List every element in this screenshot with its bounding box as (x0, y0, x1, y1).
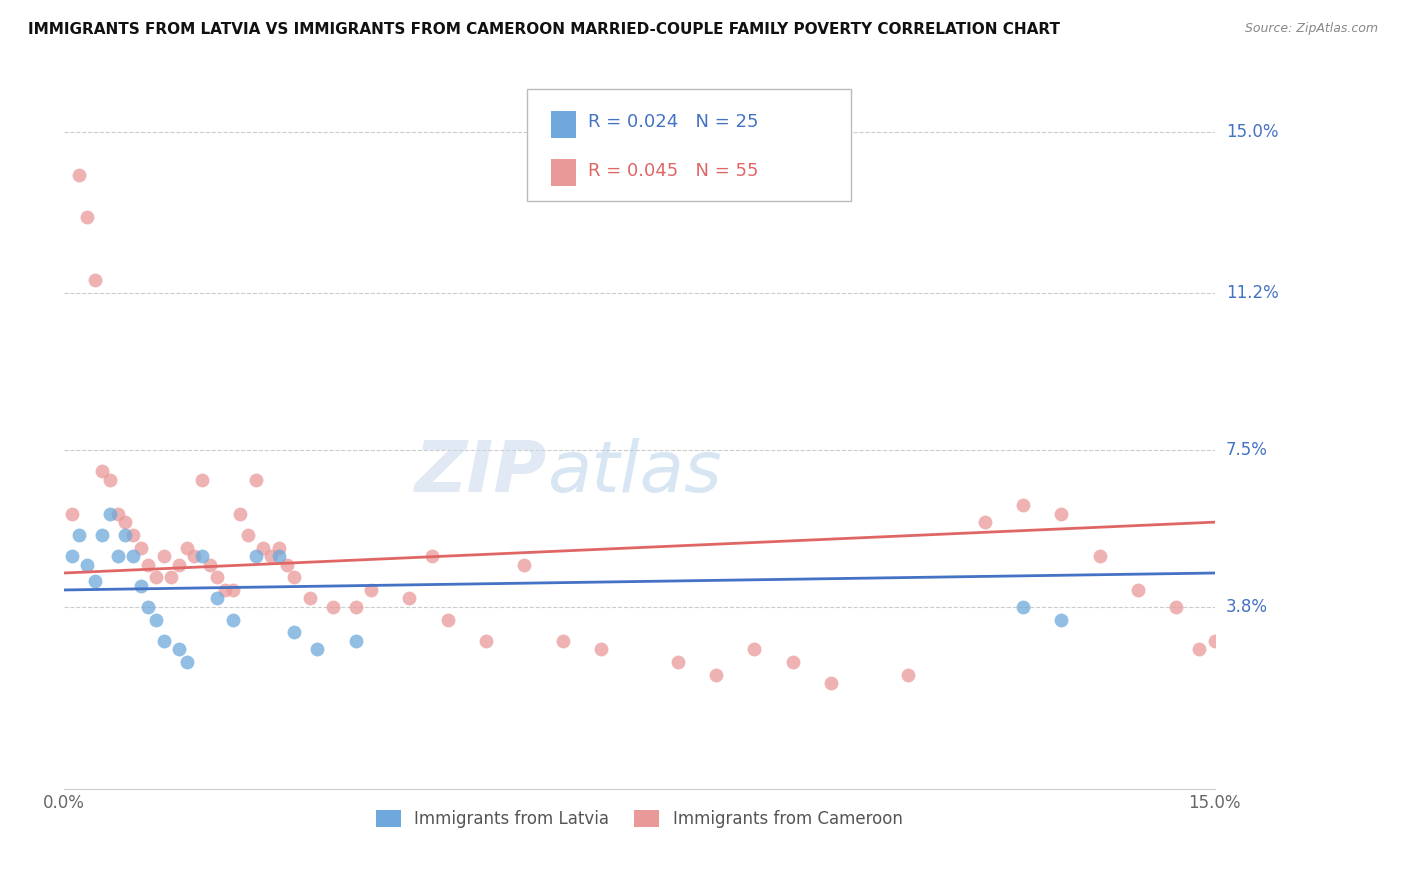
Point (176, 541, 198, 555)
Point (782, 655, 804, 669)
Point (283, 570, 305, 584)
Point (820, 676, 842, 690)
Point (176, 655, 198, 669)
Point (138, 558, 160, 572)
Point (91, 528, 114, 542)
Point (98, 473, 121, 487)
Point (513, 558, 536, 572)
Point (122, 549, 145, 563)
Text: 3.8%: 3.8% (1226, 598, 1268, 615)
Point (222, 613, 245, 627)
Point (83, 574, 105, 589)
Point (167, 642, 190, 657)
Point (245, 473, 267, 487)
Point (145, 613, 167, 627)
Point (344, 599, 367, 614)
Point (475, 633, 498, 648)
Point (207, 570, 229, 584)
Text: ZIP: ZIP (415, 438, 547, 507)
Point (420, 549, 443, 563)
Point (67, 168, 90, 182)
Point (236, 528, 259, 542)
Point (160, 570, 183, 584)
Point (122, 528, 145, 542)
Point (114, 515, 136, 529)
Text: R = 0.024   N = 25: R = 0.024 N = 25 (588, 113, 758, 131)
Point (229, 507, 252, 521)
Text: 15.0%: 15.0% (1226, 123, 1278, 141)
Point (91, 464, 114, 478)
Point (245, 549, 267, 563)
Point (107, 549, 129, 563)
Point (973, 515, 995, 529)
Point (152, 549, 174, 563)
Point (267, 541, 290, 555)
Point (129, 579, 152, 593)
Point (67, 528, 90, 542)
Point (145, 570, 167, 584)
Text: IMMIGRANTS FROM LATVIA VS IMMIGRANTS FROM CAMEROON MARRIED-COUPLE FAMILY POVERTY: IMMIGRANTS FROM LATVIA VS IMMIGRANTS FRO… (28, 22, 1060, 37)
Point (107, 507, 129, 521)
Point (283, 625, 305, 640)
Point (1204, 633, 1226, 648)
Point (1012, 498, 1035, 512)
Point (138, 599, 160, 614)
Point (1166, 599, 1188, 614)
Point (267, 549, 290, 563)
Point (398, 591, 420, 606)
Point (222, 582, 245, 597)
Point (214, 582, 236, 597)
Point (744, 642, 766, 657)
Point (1050, 613, 1073, 627)
Point (114, 528, 136, 542)
Point (276, 558, 298, 572)
Point (76, 558, 98, 572)
Point (1088, 549, 1111, 563)
Text: 11.2%: 11.2% (1226, 285, 1278, 302)
Point (1050, 507, 1073, 521)
Point (60, 549, 83, 563)
Point (83, 273, 105, 287)
Point (183, 549, 205, 563)
Point (1126, 582, 1149, 597)
Point (344, 633, 367, 648)
Point (666, 655, 689, 669)
Text: 7.5%: 7.5% (1226, 441, 1268, 459)
Point (198, 558, 221, 572)
Point (897, 667, 920, 681)
Point (360, 582, 382, 597)
Point (98, 507, 121, 521)
Point (704, 667, 727, 681)
Point (1188, 642, 1211, 657)
Point (260, 549, 283, 563)
Point (129, 541, 152, 555)
Point (1012, 599, 1035, 614)
Point (322, 599, 344, 614)
Point (207, 591, 229, 606)
Text: R = 0.045   N = 55: R = 0.045 N = 55 (588, 161, 758, 179)
Point (191, 549, 214, 563)
Point (76, 210, 98, 224)
Legend: Immigrants from Latvia, Immigrants from Cameroon: Immigrants from Latvia, Immigrants from … (370, 804, 910, 835)
Point (307, 642, 329, 657)
Point (167, 558, 190, 572)
Text: Source: ZipAtlas.com: Source: ZipAtlas.com (1244, 22, 1378, 36)
Point (436, 613, 458, 627)
Point (252, 541, 274, 555)
Point (191, 473, 214, 487)
Point (152, 633, 174, 648)
Point (551, 633, 574, 648)
Point (589, 642, 612, 657)
Point (298, 591, 321, 606)
Text: atlas: atlas (547, 438, 721, 507)
Point (60, 507, 83, 521)
